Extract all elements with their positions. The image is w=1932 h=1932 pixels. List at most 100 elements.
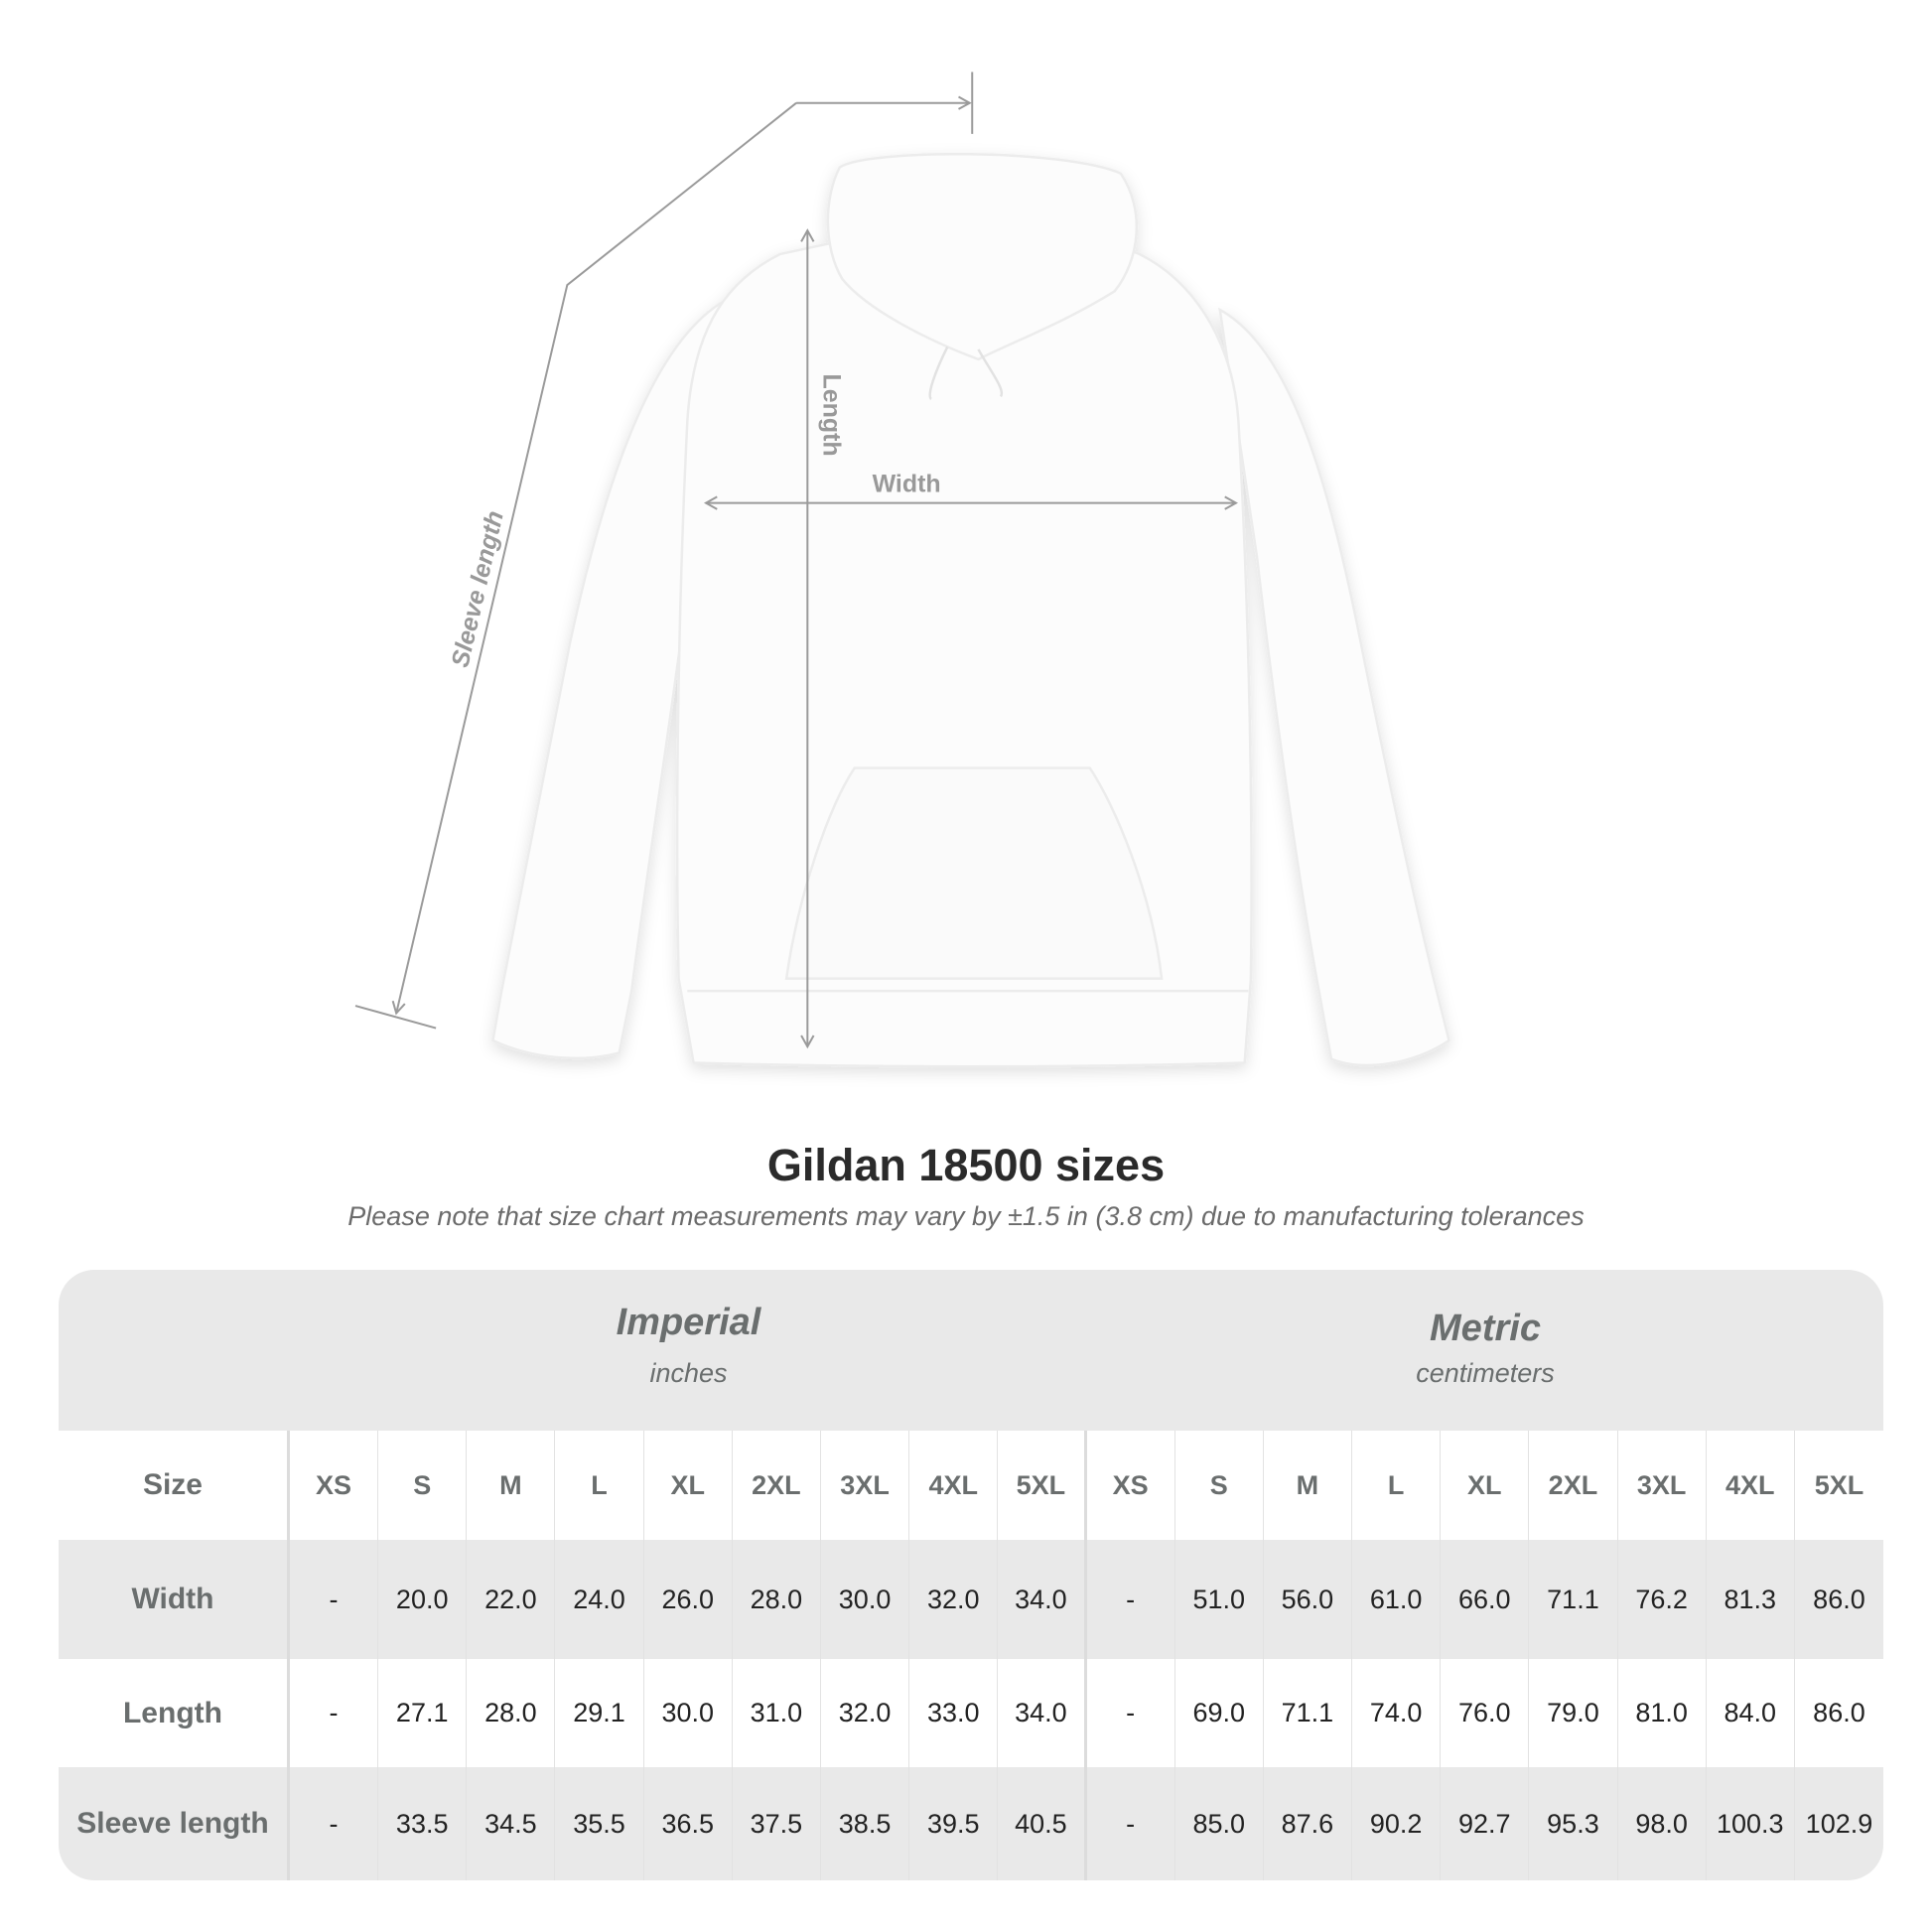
cell-imperial: 27.1	[378, 1659, 468, 1767]
sleeve-length-line	[391, 101, 797, 1016]
row-label: Length	[59, 1659, 290, 1767]
imperial-title: Imperial	[616, 1302, 761, 1343]
size-header-metric: XL	[1441, 1431, 1530, 1540]
size-header-imperial: S	[378, 1431, 468, 1540]
cell-metric: 84.0	[1707, 1659, 1795, 1767]
tolerance-note: Please note that size chart measurements…	[347, 1201, 1585, 1231]
cell-imperial: 40.5	[998, 1767, 1087, 1880]
size-header-imperial: XS	[290, 1431, 379, 1540]
cell-metric: -	[1087, 1767, 1175, 1880]
cell-metric: 74.0	[1352, 1659, 1442, 1767]
cell-metric: 95.3	[1529, 1767, 1618, 1880]
size-header-imperial: 2XL	[733, 1431, 821, 1540]
metric-title: Metric	[1430, 1308, 1541, 1349]
table-row: Length -27.1 28.0 29.1 30.0 31.0 32.0 33.0 34.0-…	[59, 1659, 1883, 1767]
size-header-metric: M	[1264, 1431, 1353, 1540]
cell-metric: 76.0	[1441, 1659, 1530, 1767]
cell-metric: 98.0	[1618, 1767, 1707, 1880]
size-header-metric: XS	[1087, 1431, 1175, 1540]
table-row: Width -20.0 22.0 24.0 26.0 28.0 30.0 32.0 34.0-5…	[59, 1540, 1883, 1659]
cell-metric: 56.0	[1264, 1540, 1353, 1659]
cell-imperial: 30.0	[644, 1659, 733, 1767]
cell-imperial: 34.5	[467, 1767, 556, 1880]
table-row: Sleeve length -33.5 34.5 35.5 36.5 37.5 38.5 39…	[59, 1767, 1883, 1880]
cell-imperial: 28.0	[733, 1540, 821, 1659]
cell-imperial: 36.5	[644, 1767, 733, 1880]
hoodie-illustration	[491, 152, 1450, 1068]
cell-metric: 66.0	[1441, 1540, 1530, 1659]
cell-imperial: 35.5	[555, 1767, 644, 1880]
size-header-row: Size XS S M L XL 2XL 3XL 4XL 5XL XS S M L XL 2XL 3XL 4XL 5…	[59, 1431, 1883, 1540]
cell-metric: 71.1	[1529, 1540, 1618, 1659]
cell-imperial: 39.5	[909, 1767, 999, 1880]
size-header-imperial: M	[467, 1431, 556, 1540]
size-header-metric: 5XL	[1814, 1469, 1864, 1500]
cell-imperial: 33.0	[909, 1659, 999, 1767]
row-band-sleeve	[59, 1767, 1883, 1880]
cell-imperial: 37.5	[733, 1767, 821, 1880]
measure-lines	[354, 71, 1238, 1049]
cell-imperial: 24.0	[555, 1540, 644, 1659]
metric-header: Metric centimeters	[1087, 1308, 1883, 1389]
size-chart-table: Imperial inches Metric centimeters Size X…	[59, 1270, 1883, 1880]
cell-metric: 81.0	[1618, 1659, 1707, 1767]
cell-imperial: 26.0	[644, 1540, 733, 1659]
cell-imperial: -	[290, 1767, 379, 1880]
size-header-imperial: XL	[644, 1431, 733, 1540]
row-band-width	[59, 1540, 1883, 1659]
size-header-imperial: 4XL	[909, 1431, 999, 1540]
cell-imperial: 20.0	[378, 1540, 468, 1659]
cell-metric: 79.0	[1529, 1659, 1618, 1767]
cell-metric: -	[1087, 1659, 1175, 1767]
imperial-header: Imperial inches	[290, 1302, 1087, 1389]
cell-imperial: 28.0	[467, 1659, 556, 1767]
size-header-imperial: L	[555, 1431, 644, 1540]
cell-imperial: 29.1	[555, 1659, 644, 1767]
hoodie-measurement-diagram: Sleeve length Length Width	[354, 71, 1450, 1068]
right-sleeve	[1218, 307, 1450, 1067]
size-header-metric: 3XL	[1618, 1431, 1707, 1540]
size-header-metric: L	[1352, 1431, 1442, 1540]
size-header-imperial: 3XL	[821, 1431, 910, 1540]
size-header-metric: 2XL	[1529, 1431, 1618, 1540]
sleeve-length-label: Sleeve length	[446, 508, 508, 670]
metric-unit: centimeters	[1416, 1358, 1555, 1388]
cell-metric: -	[1087, 1540, 1175, 1659]
row-label: Sleeve length	[59, 1767, 290, 1880]
cell-metric: 86.0	[1813, 1584, 1865, 1614]
header-band	[59, 1270, 1883, 1431]
cell-imperial: 30.0	[821, 1540, 910, 1659]
cell-metric: 86.0	[1813, 1698, 1865, 1727]
size-header-metric: 4XL	[1707, 1431, 1795, 1540]
cell-metric: 69.0	[1175, 1659, 1264, 1767]
size-header-imperial: 5XL	[998, 1431, 1087, 1540]
sleeve-bottom-tick	[354, 1005, 437, 1030]
hood	[826, 152, 1139, 361]
cell-imperial: 22.0	[467, 1540, 556, 1659]
cell-metric: 102.9	[1805, 1808, 1873, 1839]
cell-imperial: 34.0	[998, 1540, 1087, 1659]
left-sleeve	[491, 295, 733, 1060]
length-label: Length	[818, 373, 846, 456]
cell-imperial: 31.0	[733, 1659, 821, 1767]
cell-imperial: 38.5	[821, 1767, 910, 1880]
width-label: Width	[873, 470, 941, 497]
cell-imperial: 33.5	[378, 1767, 468, 1880]
cell-metric: 71.1	[1264, 1659, 1353, 1767]
size-label: Size	[59, 1431, 290, 1540]
drawstring	[928, 345, 1004, 400]
imperial-unit: inches	[649, 1358, 728, 1388]
cell-metric: 76.2	[1618, 1540, 1707, 1659]
cell-metric: 85.0	[1175, 1767, 1264, 1880]
cell-metric: 81.3	[1707, 1540, 1795, 1659]
cell-metric: 90.2	[1352, 1767, 1442, 1880]
cell-metric: 92.7	[1441, 1767, 1530, 1880]
cell-imperial: 32.0	[821, 1659, 910, 1767]
row-label: Width	[59, 1540, 290, 1659]
cell-metric: 100.3	[1707, 1767, 1795, 1880]
size-header-metric: S	[1175, 1431, 1264, 1540]
pocket	[784, 766, 1164, 980]
cell-imperial: 32.0	[909, 1540, 999, 1659]
cell-imperial: 34.0	[998, 1659, 1087, 1767]
cell-imperial: -	[290, 1540, 379, 1659]
